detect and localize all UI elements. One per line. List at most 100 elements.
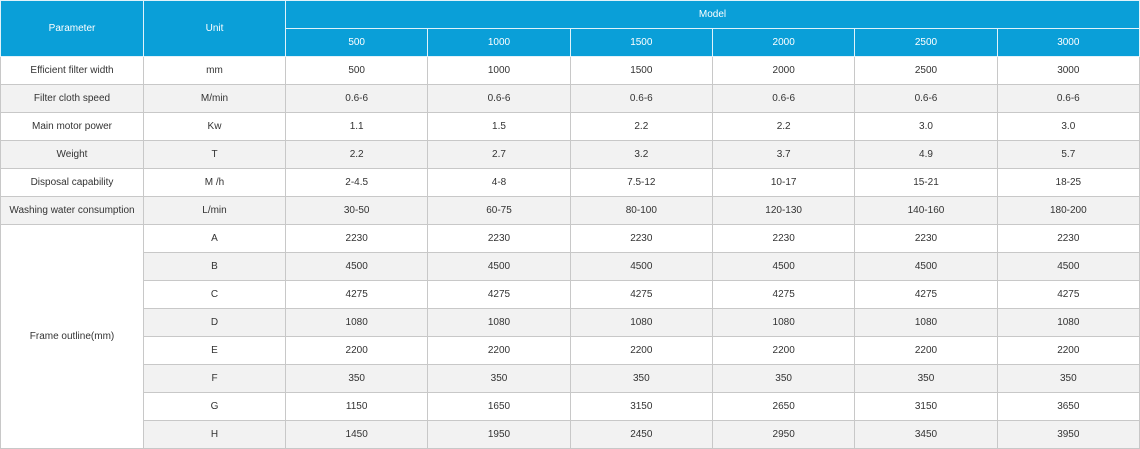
value-cell: 3.2 [569,140,713,169]
unit-cell: Kw [143,112,286,141]
value-cell: 2950 [711,420,856,449]
value-cell: 1150 [284,392,429,421]
value-cell: 1.1 [284,112,429,141]
unit-cell: A [143,224,286,253]
unit-cell: M /h [143,168,286,197]
value-cell: 180-200 [996,196,1140,225]
value-cell: 4275 [711,280,856,309]
parameter-cell: Filter cloth speed [0,84,144,113]
value-cell: 350 [569,364,713,393]
table-row: C 4275 4275 4275 4275 4275 4275 [1,280,1140,309]
parameter-cell: Frame outline(mm) [0,224,144,449]
value-cell: 2200 [569,336,713,365]
header-cell: Parameter [0,0,144,57]
model-header-cell: 3000 [996,28,1140,57]
value-cell: 0.6-6 [284,84,429,113]
value-cell: 1000 [427,56,571,85]
parameter-cell: Weight [0,140,144,169]
value-cell: 15-21 [854,168,998,197]
value-cell: 4275 [427,280,571,309]
value-cell: 0.6-6 [711,84,856,113]
value-cell: 4500 [284,252,429,281]
value-cell: 1080 [427,308,571,337]
value-cell: 1450 [284,420,429,449]
table-row: G 1150 1650 3150 2650 3150 3650 [1,392,1140,421]
table-row: Disposal capability M /h 2-4.5 4-8 7.5-12 10-… [0,168,1140,197]
value-cell: 350 [854,364,998,393]
value-cell: 3000 [996,56,1140,85]
value-cell: 2-4.5 [284,168,429,197]
value-cell: 350 [996,364,1140,393]
model-header-cell: 1000 [427,28,571,57]
value-cell: 2.2 [569,112,713,141]
parameter-cell: Main motor power [0,112,144,141]
value-cell: 18-25 [996,168,1140,197]
value-cell: 2230 [854,224,998,253]
value-cell: 1500 [569,56,713,85]
value-cell: 1080 [284,308,429,337]
value-cell: 4500 [996,252,1140,281]
value-cell: 7.5-12 [569,168,713,197]
table-row: Weight T 2.2 2.7 3.2 3.7 4.9 5.7 [0,140,1140,169]
value-cell: 2230 [711,224,856,253]
value-cell: 0.6-6 [854,84,998,113]
value-cell: 350 [711,364,856,393]
header-cell: Model [285,0,1140,29]
value-cell: 1650 [427,392,571,421]
value-cell: 60-75 [427,196,571,225]
model-header-cell: 2500 [854,28,998,57]
value-cell: 3650 [996,392,1140,421]
value-cell: 3.0 [854,112,998,141]
value-cell: 4275 [854,280,998,309]
table-row: Frame outline(mm) A 2230 2230 2230 2230 2230 22… [0,224,1140,449]
table-row: D 1080 1080 1080 1080 1080 1080 [1,308,1140,337]
value-cell: 4275 [996,280,1140,309]
parameter-cell: Disposal capability [0,168,144,197]
value-cell: 2.7 [427,140,571,169]
value-cell: 2500 [854,56,998,85]
value-cell: 4275 [284,280,429,309]
value-cell: 1080 [569,308,713,337]
value-cell: 4500 [569,252,713,281]
value-cell: 2200 [996,336,1140,365]
value-cell: 2000 [711,56,856,85]
value-cell: 2230 [996,224,1140,253]
value-cell: 10-17 [711,168,856,197]
value-cell: 2230 [427,224,571,253]
value-cell: 1950 [427,420,571,449]
value-cell: 1080 [996,308,1140,337]
unit-cell: B [143,252,286,281]
value-cell: 3.7 [711,140,856,169]
value-cell: 2230 [284,224,429,253]
value-cell: 4275 [569,280,713,309]
value-cell: 2200 [854,336,998,365]
value-cell: 3450 [854,420,998,449]
table-row: F 350 350 350 350 350 350 [1,364,1140,393]
unit-cell: D [143,308,286,337]
value-cell: 3150 [854,392,998,421]
value-cell: 2650 [711,392,856,421]
value-cell: 4500 [854,252,998,281]
value-cell: 0.6-6 [996,84,1140,113]
table-row: 500 1000 1500 2000 2500 3000 [1,28,1140,57]
table-row: B 4500 4500 4500 4500 4500 4500 [1,252,1140,281]
unit-cell: E [143,336,286,365]
value-cell: 2200 [284,336,429,365]
unit-cell: G [143,392,286,421]
table-row: Washing water consumption L/min 30-50 60-75… [0,196,1140,225]
value-cell: 350 [427,364,571,393]
parameter-cell: Washing water consumption [0,196,144,225]
value-cell: 350 [284,364,429,393]
table-row: Parameter Unit Model [0,0,1140,57]
value-cell: 0.6-6 [427,84,571,113]
value-cell: 1080 [711,308,856,337]
unit-cell: H [143,420,286,449]
value-cell: 2.2 [284,140,429,169]
table-row: H 1450 1950 2450 2950 3450 3950 [1,420,1140,449]
table-row: Main motor power Kw 1.1 1.5 2.2 2.2 3.0 3.0 [0,112,1140,141]
value-cell: 2.2 [711,112,856,141]
unit-cell: C [143,280,286,309]
value-cell: 3.0 [996,112,1140,141]
